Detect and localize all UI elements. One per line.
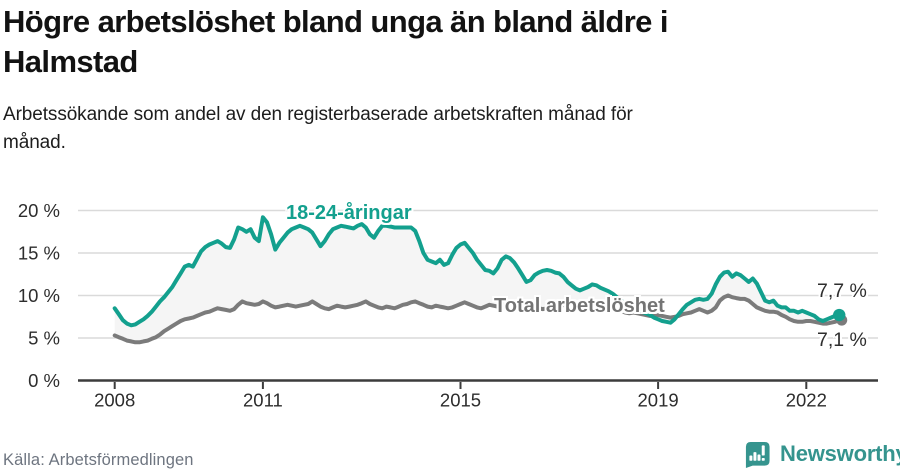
y-axis-labels: 0 % 5 % 10 % 15 % 20 % — [18, 200, 60, 391]
x-tick-label: 2019 — [638, 390, 679, 411]
end-value-youth: 7,7 % — [817, 280, 867, 302]
unemployment-chart-svg: 0 % 5 % 10 % 15 % 20 % 2008 2011 2015 2019 2022 — [18, 200, 878, 411]
series-label-youth: 18-24-åringar — [286, 202, 412, 224]
brand-name: Newsworthy — [780, 441, 900, 466]
line-chart: 0 % 5 % 10 % 15 % 20 % 2008 2011 2015 2019 2022 — [0, 192, 900, 422]
newsworthy-bubble-chart-icon — [745, 441, 770, 468]
series-label-total: Total arbetslöshet — [494, 295, 665, 317]
newsworthy-logo: Newsworthy — [744, 439, 900, 469]
series-line-youth — [112, 215, 842, 328]
end-value-total: 7,1 % — [817, 329, 867, 351]
end-dot-youth — [833, 308, 846, 322]
source-attribution: Källa: Arbetsförmedlingen — [3, 451, 194, 469]
band-area — [114, 217, 840, 343]
subtitle-line-2: månad. — [3, 132, 66, 153]
series-line-total — [112, 293, 842, 345]
chart-subtitle: Arbetssökande som andel av den registerb… — [3, 101, 897, 157]
y-tick-label: 20 % — [18, 200, 60, 221]
x-tick-label: 2011 — [243, 390, 283, 411]
subtitle-line-1: Arbetssökande som andel av den registerb… — [3, 104, 633, 125]
title-line-1: Högre arbetslöshet bland unga än bland ä… — [3, 4, 668, 39]
x-tick-label: 2008 — [94, 390, 135, 411]
title-line-2: Halmstad — [3, 44, 138, 79]
page-title: Högre arbetslöshet bland unga än bland ä… — [3, 2, 897, 82]
y-tick-label: 5 % — [28, 328, 60, 349]
x-tick-label: 2015 — [440, 390, 481, 411]
y-tick-label: 15 % — [18, 243, 60, 264]
x-tick-label: 2022 — [786, 390, 827, 411]
x-axis: 2008 2011 2015 2019 2022 — [78, 379, 878, 411]
y-tick-label: 10 % — [18, 285, 60, 306]
y-tick-label: 0 % — [28, 370, 60, 391]
